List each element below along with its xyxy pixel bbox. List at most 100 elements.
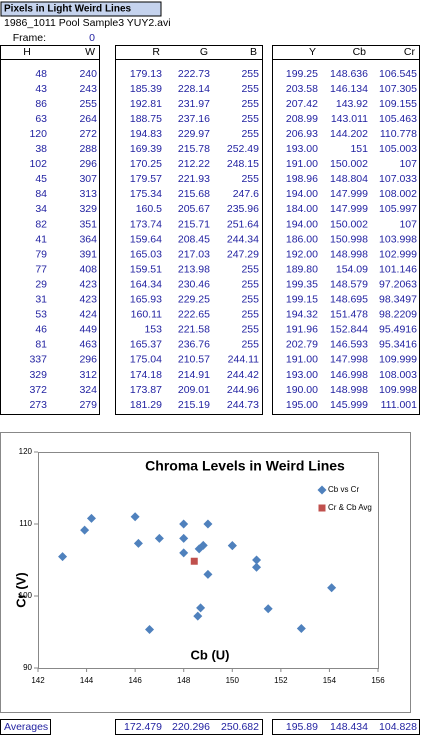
cell-value: 247.29 (227, 248, 259, 260)
point (133, 538, 143, 548)
cell-value: 214.91 (178, 369, 210, 381)
cell-value: 170.25 (130, 158, 162, 170)
column-header: R (152, 46, 160, 58)
cell-value: 148.998 (330, 248, 368, 260)
cell-value: 148.579 (330, 278, 368, 290)
averages-cell (0, 719, 51, 735)
cell-value: 154.09 (336, 263, 368, 275)
cell-value: 41 (35, 233, 47, 245)
column-header: Cr (404, 46, 416, 58)
cell-value: 255 (241, 128, 259, 140)
cell-value: 449 (79, 324, 97, 336)
cell-value: 248.15 (227, 158, 259, 170)
cell-value: 203.58 (286, 83, 318, 95)
cell-value: 255 (241, 263, 259, 275)
cell-value: 98.2209 (379, 309, 417, 321)
cell-value: 296 (79, 354, 97, 366)
file-name: 1986_1011 Pool Sample3 YUY2.avi (4, 17, 171, 29)
cell-value: 209.01 (178, 384, 210, 396)
x-tick-label: 154 (323, 676, 337, 685)
cell-value: 147.999 (330, 188, 368, 200)
cell-value: 107 (399, 218, 417, 230)
cell-value: 105.997 (379, 203, 417, 215)
cell-value: 102.999 (379, 248, 417, 260)
cell-value: 31 (35, 294, 47, 306)
cell-value: 244.96 (227, 384, 259, 396)
x-tick-label: 144 (80, 676, 94, 685)
cell-value: 103.998 (379, 233, 417, 245)
legend-label: Cr & Cb Avg (328, 503, 372, 512)
cell-value: 235.96 (227, 203, 259, 215)
cell-value: 222.73 (178, 68, 210, 80)
cell-value: 165.03 (130, 248, 162, 260)
cell-value: 110.778 (380, 128, 417, 140)
cell-value: 48 (35, 68, 47, 80)
cell-value: 255 (241, 324, 259, 336)
cell-value: 424 (79, 309, 97, 321)
cell-value: 222.65 (178, 309, 210, 321)
cell-value: 152.844 (330, 324, 368, 336)
cell-value: 194.32 (286, 309, 318, 321)
frame-label: Frame: (13, 32, 46, 44)
cell-value: 264 (79, 113, 97, 125)
point (263, 604, 273, 614)
x-axis-label: Cb (U) (191, 647, 230, 662)
cell-value: 46 (35, 324, 47, 336)
cell-value: 296 (79, 158, 97, 170)
cell-value: 150.002 (330, 158, 368, 170)
cell-value: 273 (29, 399, 47, 411)
cell-value: 364 (79, 233, 97, 245)
cell-value: 423 (79, 294, 97, 306)
legend-marker (317, 485, 327, 495)
cell-value: 205.67 (178, 203, 210, 215)
cell-value: 221.58 (178, 324, 210, 336)
y-tick-label: 120 (19, 447, 33, 456)
cell-value: 207.42 (286, 98, 318, 110)
cell-value: 45 (35, 173, 47, 185)
cell-value: 63 (35, 113, 47, 125)
cell-value: 143.92 (336, 98, 368, 110)
cell-value: 84 (35, 188, 47, 200)
cell-value: 351 (79, 218, 97, 230)
cell-value: 151.478 (330, 309, 368, 321)
x-tick-label: 142 (31, 676, 45, 685)
cell-value: 313 (79, 188, 97, 200)
cell-value: 105.463 (379, 113, 417, 125)
chart-title: Chroma Levels in Weird Lines (145, 458, 345, 474)
cell-value: 159.64 (130, 233, 162, 245)
point (190, 557, 198, 565)
cell-value: 244.42 (227, 369, 259, 381)
cell-value: 229.97 (178, 128, 210, 140)
cell-value: 194.00 (286, 218, 318, 230)
cell-value: 255 (241, 68, 259, 80)
cell-value: 95.4916 (379, 324, 417, 336)
cell-value: 191.00 (286, 354, 318, 366)
cell-value: 199.15 (286, 294, 318, 306)
point (80, 525, 90, 535)
cell-value: 195.00 (286, 399, 318, 411)
cell-value: 191.00 (286, 158, 318, 170)
cell-value: 107.033 (379, 173, 417, 185)
cell-value: 181.29 (130, 399, 162, 411)
cell-value: 79 (35, 248, 47, 260)
cell-value: 255 (241, 294, 259, 306)
average-value: 220.296 (172, 721, 210, 733)
cell-value: 146.134 (330, 83, 368, 95)
sheet-title: Pixels in Light Weird Lines (4, 4, 131, 15)
cell-value: 148.636 (330, 68, 368, 80)
column-header: W (85, 46, 95, 58)
cell-value: 199.25 (286, 68, 318, 80)
cell-value: 151 (350, 143, 368, 155)
cell-value: 81 (35, 339, 47, 351)
cell-value: 146.593 (330, 339, 368, 351)
cell-value: 255 (241, 173, 259, 185)
cell-value: 143.011 (331, 113, 368, 125)
cell-value: 221.93 (178, 173, 210, 185)
cell-value: 215.19 (178, 399, 210, 411)
cell-value: 160.11 (131, 309, 162, 321)
cell-value: 192.81 (130, 98, 162, 110)
cell-value: 77 (35, 263, 47, 275)
cell-value: 194.83 (130, 128, 162, 140)
cell-value: 105.003 (379, 143, 417, 155)
